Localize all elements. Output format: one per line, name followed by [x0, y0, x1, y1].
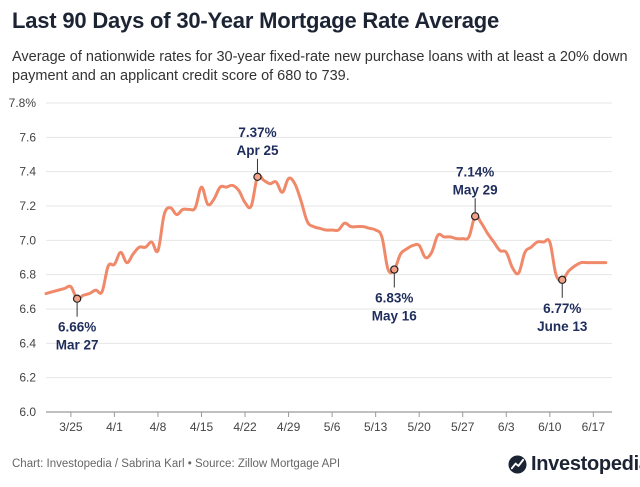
y-tick-label: 6.4 — [19, 336, 36, 350]
x-tick-label: 4/15 — [190, 420, 214, 434]
x-axis: 3/25 4/1 4/8 4/15 4/22 4/29 5/6 5/13 5/20 5/27 6/3… — [59, 412, 605, 434]
annotation-date-label: May 29 — [453, 182, 498, 197]
y-axis: 6.0 6.2 6.4 6.6 6.8 7.0 7.2 7.4 7.6 7.8% — [9, 96, 37, 419]
chart-subtitle: Average of nationwide rates for 30-year … — [12, 49, 628, 84]
series-line-0 — [44, 173, 608, 301]
annotation-value-label: 7.37% — [238, 125, 276, 140]
investopedia-logo-icon — [508, 454, 527, 474]
x-tick-label: 5/27 — [451, 420, 475, 434]
annotation: 7.14% May 29 — [453, 164, 498, 221]
annotation-date-label: May 16 — [372, 309, 418, 324]
y-tick-label: 7.0 — [19, 233, 36, 247]
x-tick-label: 4/29 — [277, 420, 301, 434]
y-tick-label: 7.4 — [19, 165, 36, 179]
investopedia-logo: Investopedia — [508, 451, 640, 477]
chart-title: Last 90 Days of 30-Year Mortgage Rate Av… — [12, 8, 500, 33]
annotation: 6.83% May 16 — [372, 265, 418, 324]
x-tick-label: 6/10 — [538, 420, 562, 434]
x-tick-label: 3/25 — [59, 420, 83, 434]
annotation-date-label: Mar 27 — [56, 338, 99, 353]
annotation-value-label: 7.14% — [456, 164, 494, 179]
x-tick-label: 6/17 — [582, 420, 606, 434]
annotation-marker — [253, 172, 262, 182]
y-tick-label: 7.6 — [19, 130, 36, 144]
annotation-marker — [558, 275, 567, 285]
annotation: 6.77% June 13 — [537, 275, 588, 334]
y-tick-label: 7.8% — [9, 96, 37, 110]
annotation-value-label: 6.66% — [58, 320, 96, 335]
x-tick-label: 5/6 — [324, 420, 341, 434]
annotation-value-label: 6.77% — [543, 301, 581, 316]
x-tick-label: 4/8 — [150, 420, 167, 434]
x-tick-label: 6/3 — [498, 420, 515, 434]
annotation-value-label: 6.83% — [375, 291, 413, 306]
chart-source-credit: Chart: Investopedia / Sabrina Karl • Sou… — [12, 458, 341, 470]
annotation-date-label: June 13 — [537, 319, 588, 334]
x-tick-label: 4/22 — [233, 420, 257, 434]
annotations: 6.66% Mar 27 7.37% Apr 25 6.83% May 16 7.14% Ma… — [56, 125, 588, 353]
annotation-marker — [470, 212, 480, 221]
x-tick-label: 5/20 — [408, 420, 432, 434]
y-tick-label: 6.8 — [19, 268, 36, 282]
y-tick-label: 7.2 — [19, 199, 36, 213]
annotation-date-label: Apr 25 — [236, 143, 279, 158]
annotation: 6.66% Mar 27 — [56, 294, 99, 353]
x-tick-label: 4/1 — [106, 420, 123, 434]
brand-name: Investopedia — [531, 452, 640, 475]
annotation-marker — [390, 265, 399, 274]
annotation: 7.37% Apr 25 — [236, 125, 279, 182]
x-tick-label: 5/13 — [364, 420, 388, 434]
annotation-marker — [72, 294, 82, 303]
y-tick-label: 6.0 — [19, 405, 36, 419]
series-lines — [44, 173, 608, 301]
y-tick-label: 6.2 — [19, 371, 36, 385]
y-tick-label: 6.6 — [19, 302, 36, 316]
